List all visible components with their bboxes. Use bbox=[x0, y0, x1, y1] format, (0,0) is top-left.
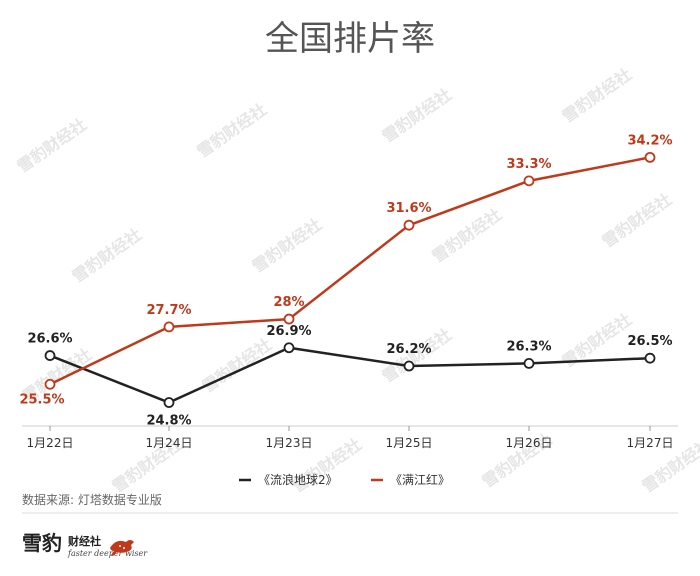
series-2-data-label-5: 34.2% bbox=[627, 133, 672, 148]
series-1-data-label-1: 24.8% bbox=[146, 414, 191, 429]
series-2-point-1 bbox=[163, 321, 175, 333]
x-tick-label-1: 1月24日 bbox=[146, 436, 193, 450]
series-1-point-2 bbox=[283, 342, 295, 354]
watermark-3: 雪豹财经社 bbox=[559, 65, 635, 126]
series-2-point-0 bbox=[44, 378, 56, 390]
series-1-data-label-4: 26.3% bbox=[506, 339, 551, 354]
legend-label-series-1: 《流浪地球2》 bbox=[258, 472, 338, 487]
series-2-data-label-0: 25.5% bbox=[19, 392, 64, 407]
legend-label-series-2: 《满江红》 bbox=[390, 472, 450, 487]
series-layer: 26.6% 24.8% 26.9% 26.2% 26.3% 26.5% 25.5% 27.7%… bbox=[19, 133, 672, 428]
series-1-point-5 bbox=[644, 352, 656, 364]
series-1-point-3 bbox=[403, 360, 415, 372]
x-tick-label-3: 1月25日 bbox=[386, 436, 433, 450]
watermark-9: 雪豹财经社 bbox=[199, 335, 275, 396]
logo: 雪豹 财经社 faster deeper wiser bbox=[22, 531, 148, 558]
series-2-line bbox=[49, 156, 651, 386]
series-1-data-label-0: 26.6% bbox=[27, 332, 72, 347]
series-2-point-3 bbox=[403, 219, 415, 231]
series-1-point-4 bbox=[523, 358, 535, 369]
leopard-icon bbox=[110, 540, 134, 556]
watermark-4: 雪豹财经社 bbox=[69, 225, 145, 286]
series-2-point-5 bbox=[644, 151, 656, 163]
chart-title: 全国排片率 bbox=[265, 19, 435, 59]
series-2-data-label-2: 28% bbox=[273, 295, 304, 310]
series-1-point-0 bbox=[44, 350, 56, 361]
legend: 《流浪地球2》 《满江红》 bbox=[239, 472, 450, 487]
series-1-data-label-3: 26.2% bbox=[386, 342, 431, 357]
watermark-5: 雪豹财经社 bbox=[249, 215, 325, 276]
logo-tagline: faster deeper wiser bbox=[67, 549, 148, 558]
x-axis-ticks: 1月22日 1月24日 1月23日 1月25日 1月26日 1月27日 bbox=[27, 426, 674, 450]
logo-sub-text: 财经社 bbox=[67, 534, 101, 548]
series-2-data-label-3: 31.6% bbox=[386, 201, 431, 216]
series-2-point-4 bbox=[523, 175, 535, 187]
watermark-7: 雪豹财经社 bbox=[599, 190, 675, 251]
x-tick-label-2: 1月23日 bbox=[266, 436, 313, 450]
watermark-0: 雪豹财经社 bbox=[14, 115, 90, 176]
series-1-data-label-5: 26.5% bbox=[627, 334, 672, 349]
series-1-data-label-2: 26.9% bbox=[266, 324, 311, 339]
watermark-1: 雪豹财经社 bbox=[194, 100, 270, 161]
watermark-2: 雪豹财经社 bbox=[379, 85, 455, 146]
series-1-line bbox=[49, 346, 651, 404]
series-2-data-label-1: 27.7% bbox=[146, 303, 191, 318]
series-1-point-1 bbox=[163, 397, 175, 408]
x-tick-label-0: 1月22日 bbox=[27, 436, 74, 450]
x-tick-label-5: 1月27日 bbox=[627, 436, 674, 450]
series-2-data-label-4: 33.3% bbox=[506, 157, 551, 172]
logo-main-text: 雪豹 bbox=[22, 531, 62, 555]
series-2-point-2 bbox=[283, 313, 295, 325]
x-tick-label-4: 1月26日 bbox=[506, 436, 553, 450]
source-note: 数据来源: 灯塔数据专业版 bbox=[22, 492, 162, 507]
